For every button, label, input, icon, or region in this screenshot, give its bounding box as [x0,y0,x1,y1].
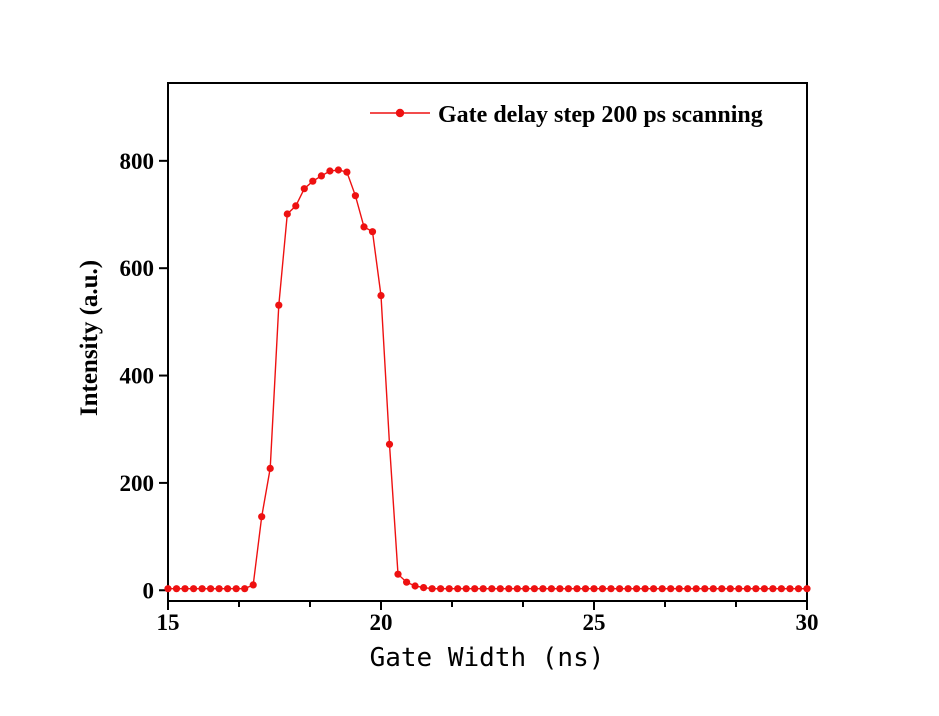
data-point-marker [266,464,274,472]
data-point-marker [232,585,240,593]
data-point-marker [207,585,215,593]
legend-label: Gate delay step 200 ps scanning [438,102,763,128]
data-point-marker [794,585,803,593]
data-point-marker [667,585,675,593]
data-point-marker [300,185,308,193]
series-line [168,169,807,590]
data-point-marker [633,585,641,593]
data-point-marker [172,585,181,593]
x-axis-title: Gate Width (ns) [370,643,605,673]
data-point-marker [275,301,283,309]
data-point-marker [351,192,359,200]
data-point-marker [445,585,453,593]
data-point-marker [675,585,683,593]
data-point-marker [411,582,419,590]
y-tick-label: 200 [120,471,155,496]
data-point-marker [684,585,692,593]
x-tick-label: 15 [157,610,180,635]
data-point-marker [607,585,615,593]
data-point-marker [777,585,786,593]
data-point-marker [709,585,717,593]
data-point-marker [428,585,436,593]
data-point-marker [573,585,581,593]
data-point-marker [479,585,487,593]
data-point-marker [181,585,189,593]
y-tick-label: 600 [120,256,155,281]
data-point-marker [164,585,172,593]
data-point-marker [692,585,700,593]
data-point-marker [292,202,300,210]
data-point-marker [641,585,649,593]
data-point-marker [360,223,368,231]
data-point-marker [249,581,257,589]
data-point-marker [581,585,590,593]
data-point-marker [198,585,206,593]
y-axis-title: Intensity (a.u.) [76,260,103,416]
data-point-marker [224,585,232,593]
data-point-marker [258,513,266,521]
data-point-marker [743,585,752,593]
data-point-marker [368,228,377,236]
data-point-marker [241,585,249,593]
y-tick-label: 800 [120,149,155,174]
data-point-marker [505,585,513,593]
data-point-marker [283,210,291,218]
y-tick-label: 0 [143,578,155,603]
legend: Gate delay step 200 ps scanning [370,102,763,128]
data-point-marker [462,585,470,593]
data-point-marker [394,570,402,578]
axis-tick-labels: 15 20 25 30 0 200 400 600 800 [120,149,819,635]
data-point-marker [598,585,607,593]
data-point-marker [769,585,777,593]
data-point-marker [803,585,811,593]
data-point-marker [496,585,504,593]
y-tick-label: 400 [120,364,155,389]
data-point-marker [488,585,496,593]
data-point-marker [513,585,521,593]
data-point-marker [403,578,411,586]
data-point-marker [215,585,223,593]
data-point-marker [454,585,462,593]
data-point-marker [309,177,317,185]
data-point-marker [616,585,624,593]
data-point-marker [786,585,794,593]
data-point-marker [650,585,658,593]
data-point-marker [190,585,198,593]
x-tick-label: 30 [796,610,819,635]
data-point-marker [317,172,325,180]
data-point-marker [752,585,760,593]
x-tick-label: 20 [370,610,393,635]
data-point-marker [385,440,394,448]
axis-ticks [159,159,808,610]
data-point-marker [735,585,743,593]
data-point-marker [726,585,734,593]
data-point-marker [547,585,556,593]
data-point-marker [564,585,573,593]
data-point-marker [334,166,342,174]
legend-marker-dot [395,108,405,118]
data-point-marker [760,585,769,593]
data-point-marker [658,585,666,593]
data-point-marker [701,585,709,593]
data-point-marker [530,585,539,593]
data-point-marker [556,585,564,593]
data-point-marker [471,585,479,593]
data-point-marker [718,585,726,593]
data-point-marker [522,585,530,593]
data-point-marker [326,167,334,175]
data-point-marker [539,585,547,593]
series-markers [164,166,811,593]
data-point-marker [377,292,385,300]
data-point-marker [624,585,632,593]
x-tick-label: 25 [583,610,606,635]
data-point-marker [420,584,428,592]
plot-frame [167,82,808,602]
data-point-marker [437,585,445,593]
data-point-marker [590,585,598,593]
data-point-marker [343,168,351,176]
